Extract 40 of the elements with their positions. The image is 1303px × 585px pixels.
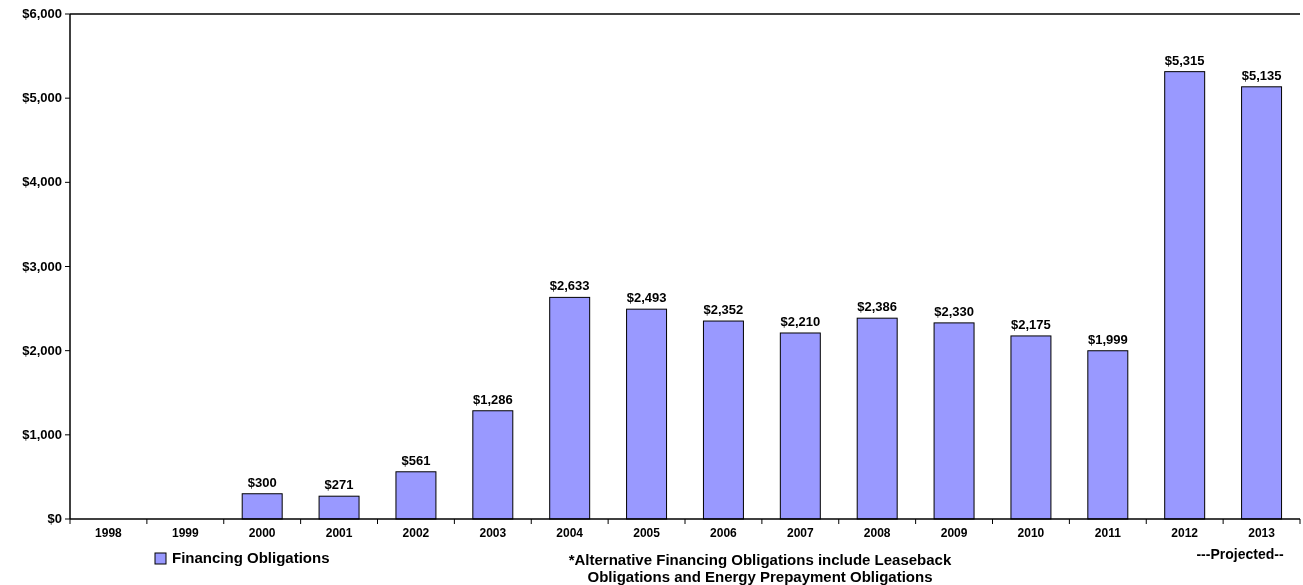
- data-label: $2,210: [780, 313, 821, 329]
- x-tick-label: 2009: [940, 526, 968, 540]
- x-tick-label: 2000: [248, 526, 276, 540]
- x-tick-label: 1998: [95, 526, 123, 540]
- x-tick-label: 2011: [1094, 526, 1122, 540]
- data-label: $271: [324, 477, 354, 493]
- y-tick-label: $1,000: [22, 426, 62, 442]
- data-label: $2,633: [549, 278, 590, 294]
- data-label: $300: [247, 474, 277, 490]
- data-label: $561: [401, 452, 431, 468]
- y-tick-label: $3,000: [22, 258, 62, 274]
- data-label: $2,386: [857, 299, 898, 315]
- data-label: $2,493: [626, 290, 667, 306]
- x-tick-label: 2010: [1017, 526, 1045, 540]
- x-tick-label: 2008: [863, 526, 891, 540]
- x-tick-label: 2012: [1171, 526, 1199, 540]
- x-tick-label: 2004: [556, 526, 584, 540]
- x-tick-label: 2013: [1248, 526, 1276, 540]
- y-tick-label: $2,000: [22, 342, 62, 358]
- x-tick-label: 2003: [479, 526, 507, 540]
- y-tick-label: $4,000: [22, 174, 62, 190]
- y-tick-label: $6,000: [22, 6, 62, 21]
- x-tick-label: 2001: [325, 526, 353, 540]
- text: *Alternative Financing Obligations include Leaseback Obligations and Energy Prepayment Obligations: [568, 551, 952, 585]
- x-tick-label: 2005: [633, 526, 661, 540]
- y-tick-label: $5,000: [22, 90, 62, 106]
- x-tick-label: 2002: [402, 526, 430, 540]
- x-tick-label: 1999: [171, 526, 199, 540]
- data-label: $1,286: [472, 391, 513, 407]
- x-tick-label: 2006: [710, 526, 738, 540]
- x-tick-label: 2007: [786, 526, 814, 540]
- legend-label: Financing Obligations: [172, 549, 330, 566]
- text: ---Projected--: [1196, 546, 1284, 562]
- data-label: $5,315: [1164, 52, 1205, 68]
- data-label: $5,135: [1241, 67, 1282, 83]
- data-label: $2,352: [703, 302, 744, 318]
- y-tick-label: $0: [47, 511, 62, 526]
- data-label: $2,175: [1011, 316, 1051, 332]
- data-label: $2,330: [934, 303, 974, 319]
- data-label: $1,999: [1087, 331, 1128, 347]
